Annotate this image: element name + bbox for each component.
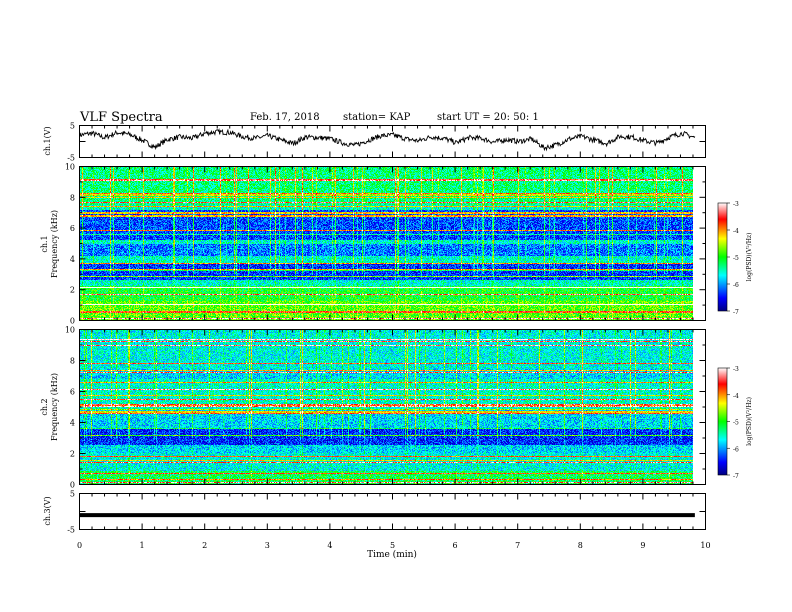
x-tick-label: 8 — [578, 541, 583, 550]
y-tick-label: 5 — [70, 122, 75, 131]
x-tick-label: 6 — [453, 541, 458, 550]
y-tick-label: 0 — [70, 317, 75, 326]
ch2-spectrogram-frame — [79, 329, 706, 485]
station-label: station= KAP — [343, 112, 411, 123]
x-tick-label: 3 — [265, 541, 270, 550]
x-tick-label: 0 — [77, 541, 82, 550]
x-tick-label: 5 — [390, 541, 395, 550]
colorbar-label: log(PSD)(V²/Hz) — [746, 233, 753, 282]
y-tick-label: 2 — [70, 450, 75, 459]
y-tick-label: 2 — [70, 286, 75, 295]
y-tick-label: 10 — [65, 326, 75, 335]
y-tick-label: 8 — [70, 357, 75, 366]
y-tick-label: -5 — [67, 526, 75, 535]
date-label: Feb. 17, 2018 — [250, 112, 320, 123]
y-tick-label: 0 — [70, 481, 75, 490]
colorbar-tick-label: -5 — [733, 420, 739, 427]
ch1-spectrogram-channel-label: ch.1 — [40, 235, 49, 252]
colorbar-tick-label: -3 — [733, 201, 739, 208]
x-tick-label: 2 — [202, 541, 207, 550]
y-tick-label: 8 — [70, 193, 75, 202]
ch1-spectrogram-ylabel: Frequency (kHz) — [50, 210, 59, 278]
x-tick-label: 7 — [515, 541, 520, 550]
start-time-label: start UT = 20: 50: 1 — [437, 112, 539, 123]
y-tick-label: 6 — [70, 224, 75, 233]
ch1-waveform-ylabel: ch.1(V) — [43, 126, 52, 155]
ch2-spectrogram-channel-label: ch.2 — [40, 398, 49, 415]
y-tick-label: 4 — [70, 419, 75, 428]
colorbar-1 — [717, 202, 728, 312]
colorbar-tick-label: -4 — [733, 393, 739, 400]
colorbar-2 — [717, 367, 728, 476]
ch2-spectrogram-ylabel: Frequency (kHz) — [50, 373, 59, 441]
y-tick-label: -5 — [67, 154, 75, 163]
colorbar-tick-label: -4 — [733, 228, 739, 235]
colorbar-label: log(PSD)(V²/Hz) — [746, 397, 753, 446]
x-tick-label: 4 — [327, 541, 332, 550]
y-tick-label: 10 — [65, 163, 75, 172]
y-tick-label: 4 — [70, 255, 75, 264]
plot-title: VLF Spectra — [80, 110, 163, 125]
colorbar-tick-label: -6 — [733, 282, 739, 289]
x-tick-label: 9 — [640, 541, 645, 550]
x-tick-label: 1 — [140, 541, 145, 550]
ch1-spectrogram-image — [79, 167, 693, 320]
x-axis-label: Time (min) — [367, 549, 417, 560]
ch1-waveform-line — [79, 128, 696, 152]
colorbar-tick-label: -7 — [733, 309, 739, 316]
ch1-spectrogram-frame — [79, 166, 706, 321]
colorbar-tick-label: -5 — [733, 255, 739, 262]
colorbar-tick-label: -3 — [733, 366, 739, 373]
ch2-spectrogram-image — [79, 330, 693, 484]
y-tick-label: 6 — [70, 388, 75, 397]
colorbar-tick-label: -7 — [733, 473, 739, 480]
x-tick-label: 10 — [700, 541, 710, 550]
colorbar-tick-label: -6 — [733, 446, 739, 453]
y-tick-label: 5 — [70, 490, 75, 499]
ch3-waveform-ylabel: ch.3(V) — [43, 496, 52, 525]
